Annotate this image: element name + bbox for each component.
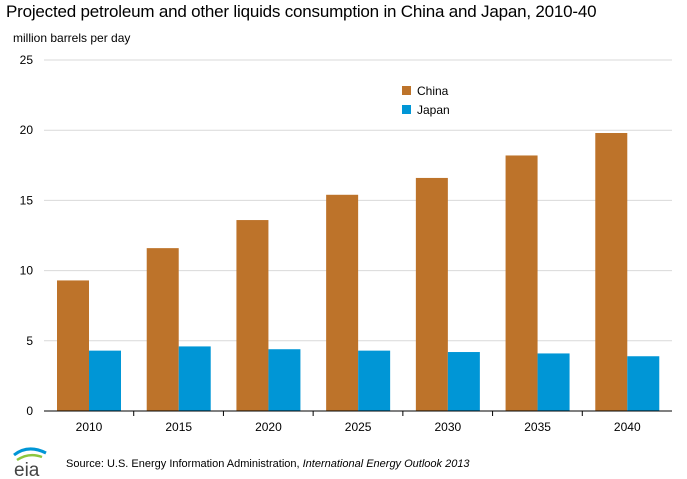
x-tick-label-2035: 2035	[524, 420, 551, 434]
footer: eia Source: U.S. Energy Information Admi…	[0, 446, 687, 479]
svg-text:eia: eia	[14, 460, 40, 479]
bar-china-2030	[415, 177, 448, 411]
x-tick-label-2040: 2040	[614, 420, 641, 434]
bar-china-2015	[146, 248, 179, 411]
bar-china-2020	[236, 220, 269, 411]
x-tick-label-2010: 2010	[76, 420, 103, 434]
source-prefix: Source: U.S. Energy Information Administ…	[66, 458, 303, 470]
bar-china-2035	[505, 155, 538, 411]
legend-swatch-japan	[402, 105, 411, 114]
bar-japan-2025	[358, 350, 391, 411]
y-tick-label-10: 10	[20, 264, 34, 278]
y-tick-label-5: 5	[26, 334, 33, 348]
bar-japan-2030	[447, 352, 480, 411]
y-tick-label-0: 0	[26, 404, 33, 418]
bar-japan-2035	[537, 353, 570, 411]
bar-japan-2015	[178, 346, 211, 411]
y-tick-label-15: 15	[20, 193, 34, 207]
legend: China Japan	[402, 84, 450, 117]
y-tick-label-25: 25	[20, 53, 34, 67]
legend-label-japan: Japan	[417, 103, 450, 117]
source-publication: International Energy Outlook 2013	[302, 458, 470, 470]
legend-swatch-china	[402, 86, 411, 95]
eia-logo-icon: eia	[13, 447, 47, 479]
bar-china-2040	[595, 133, 628, 411]
x-tick-label-2025: 2025	[345, 420, 372, 434]
bar-japan-2020	[268, 349, 301, 411]
y-axis-unit-label: million barrels per day	[13, 31, 131, 45]
bar-china-2025	[326, 194, 359, 411]
bar-japan-2010	[89, 350, 121, 411]
source-note: Source: U.S. Energy Information Administ…	[66, 458, 470, 470]
bar-china-2010	[57, 280, 89, 411]
x-tick-label-2020: 2020	[255, 420, 282, 434]
chart-title: Projected petroleum and other liquids co…	[6, 2, 597, 21]
bar-japan-2040	[627, 356, 660, 411]
y-tick-label-20: 20	[20, 123, 34, 137]
legend-label-china: China	[417, 84, 449, 98]
bars	[57, 133, 660, 411]
x-tick-label-2015: 2015	[165, 420, 192, 434]
x-tick-label-2030: 2030	[435, 420, 462, 434]
